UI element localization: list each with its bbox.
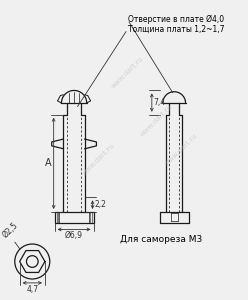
Text: Ø2,5: Ø2,5 xyxy=(1,221,20,240)
Text: A: A xyxy=(45,158,52,168)
Text: www.dart.ru: www.dart.ru xyxy=(110,55,145,89)
Text: 4,7: 4,7 xyxy=(26,285,38,294)
Text: 7,4: 7,4 xyxy=(154,98,166,107)
Text: Отверстие в плате Ø4,0: Отверстие в плате Ø4,0 xyxy=(128,15,225,24)
Text: Толщина платы 1,2~1,7: Толщина платы 1,2~1,7 xyxy=(128,25,225,34)
Text: www.dart.ru: www.dart.ru xyxy=(81,142,116,177)
Text: www.dart.ru: www.dart.ru xyxy=(139,103,174,138)
Text: Ø6,9: Ø6,9 xyxy=(65,231,83,240)
Text: www.dart.ru: www.dart.ru xyxy=(164,133,198,167)
Text: 2,2: 2,2 xyxy=(94,200,106,209)
Text: Для самореза М3: Для самореза М3 xyxy=(121,235,203,244)
